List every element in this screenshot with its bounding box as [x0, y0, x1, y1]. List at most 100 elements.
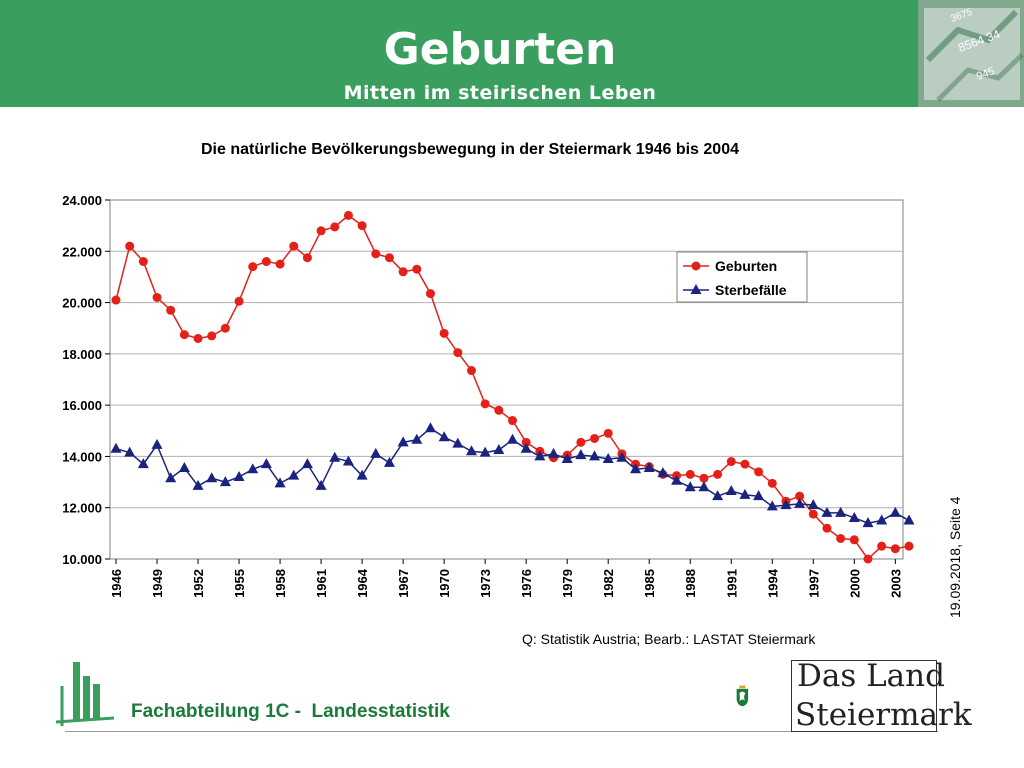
x-tick-label: 1949 [150, 569, 165, 598]
data-point-geburten [740, 459, 750, 469]
data-point-sterbefaelle [315, 479, 327, 490]
y-tick-label: 20.000 [62, 296, 102, 311]
x-tick-label: 1973 [478, 569, 493, 598]
data-point-sterbefaelle [507, 433, 518, 444]
data-point-geburten [412, 264, 422, 274]
source-note: Q: Statistik Austria; Bearb.: LASTAT Ste… [522, 631, 816, 647]
data-point-sterbefaelle [630, 463, 642, 474]
data-point-sterbefaelle [260, 458, 272, 469]
data-point-geburten [644, 462, 654, 472]
page-title: Geburten [383, 24, 617, 75]
data-point-sterbefaelle [794, 497, 806, 508]
data-point-geburten [576, 437, 586, 447]
data-point-geburten [904, 541, 914, 551]
data-point-sterbefaelle [288, 469, 300, 480]
data-point-geburten [549, 453, 559, 463]
data-point-sterbefaelle [397, 436, 409, 447]
y-tick-label: 24.000 [62, 193, 102, 208]
date-page-label: 19.09.2018, Seite 4 [947, 496, 963, 618]
data-point-sterbefaelle [383, 456, 395, 467]
data-point-sterbefaelle [520, 442, 532, 453]
statistics-numbers-image: 3675 8564 34 945 [918, 0, 1024, 107]
data-point-sterbefaelle [821, 506, 833, 517]
data-point-geburten [877, 541, 887, 551]
brand-line-1: Das Land [797, 658, 945, 694]
data-point-sterbefaelle [247, 463, 259, 474]
data-point-geburten [289, 241, 299, 251]
brand-line-2: Steiermark [795, 697, 972, 733]
x-tick-label: 1997 [806, 569, 821, 598]
data-point-sterbefaelle [178, 461, 190, 472]
data-point-geburten [179, 330, 189, 340]
data-point-sterbefaelle [356, 469, 368, 480]
data-point-geburten [685, 469, 695, 479]
legend-box [676, 251, 808, 303]
data-point-geburten [726, 457, 736, 467]
data-point-geburten [275, 259, 285, 269]
data-point-sterbefaelle [561, 452, 573, 463]
x-tick-label: 2003 [888, 569, 903, 598]
data-point-sterbefaelle [329, 451, 341, 462]
footer-divider [65, 731, 938, 732]
data-point-geburten [535, 446, 545, 456]
chart-title: Die natürliche Bevölkerungsbewegung in d… [201, 141, 739, 158]
data-point-sterbefaelle [165, 472, 177, 483]
data-point-geburten [822, 523, 832, 533]
data-point-sterbefaelle [219, 476, 231, 487]
data-point-sterbefaelle [889, 506, 901, 517]
x-tick-label: 2000 [847, 569, 862, 598]
data-point-sterbefaelle [110, 442, 122, 453]
data-point-geburten [330, 222, 340, 232]
data-point-geburten [603, 428, 613, 438]
data-point-sterbefaelle [848, 511, 860, 522]
data-point-geburten [781, 496, 791, 506]
data-point-sterbefaelle [370, 447, 382, 458]
data-point-geburten [193, 333, 203, 343]
data-point-sterbefaelle [137, 458, 149, 469]
series-line-geburten [115, 214, 910, 561]
x-tick-label: 1952 [191, 569, 206, 598]
header-bar [0, 0, 918, 107]
x-tick-label: 1991 [724, 569, 739, 598]
data-point-sterbefaelle [602, 452, 614, 463]
data-point-sterbefaelle [479, 446, 491, 457]
data-point-geburten [617, 449, 627, 459]
bar-chart-logo [55, 662, 115, 726]
data-point-sterbefaelle [876, 514, 888, 525]
data-point-sterbefaelle [192, 479, 204, 490]
x-tick-label: 1955 [232, 569, 247, 598]
data-point-geburten [261, 257, 271, 267]
data-point-geburten [562, 450, 572, 460]
styria-coat-of-arms [736, 685, 749, 707]
data-point-sterbefaelle [151, 438, 163, 449]
data-point-geburten [138, 257, 148, 267]
data-point-sterbefaelle [438, 431, 450, 442]
data-point-sterbefaelle [807, 499, 819, 510]
data-point-geburten [371, 249, 381, 259]
data-point-sterbefaelle [903, 514, 915, 525]
data-point-geburten [631, 459, 641, 469]
x-tick-label: 1964 [355, 568, 370, 598]
data-point-geburten [795, 491, 805, 501]
data-point-sterbefaelle [643, 461, 655, 472]
department-label: Fachabteilung 1C - Landesstatistik [131, 701, 450, 722]
data-point-geburten [125, 241, 135, 251]
x-tick-label: 1988 [683, 569, 698, 598]
data-point-geburten [384, 253, 394, 263]
series-line-sterbefaelle [115, 427, 910, 524]
data-point-sterbefaelle [274, 477, 286, 488]
data-point-sterbefaelle [534, 450, 546, 461]
data-point-geburten [713, 469, 723, 479]
data-point-geburten [836, 533, 846, 543]
data-point-geburten [672, 471, 682, 481]
data-point-geburten [480, 399, 490, 409]
data-point-sterbefaelle [575, 449, 587, 460]
legend-label: Sterbefälle [715, 282, 787, 298]
data-point-geburten [890, 544, 900, 554]
x-tick-label: 1994 [765, 568, 780, 598]
y-tick-label: 14.000 [62, 449, 102, 464]
data-point-geburten [466, 366, 476, 376]
data-point-geburten [357, 221, 367, 231]
data-point-sterbefaelle [124, 446, 136, 457]
data-point-geburten [849, 535, 859, 545]
